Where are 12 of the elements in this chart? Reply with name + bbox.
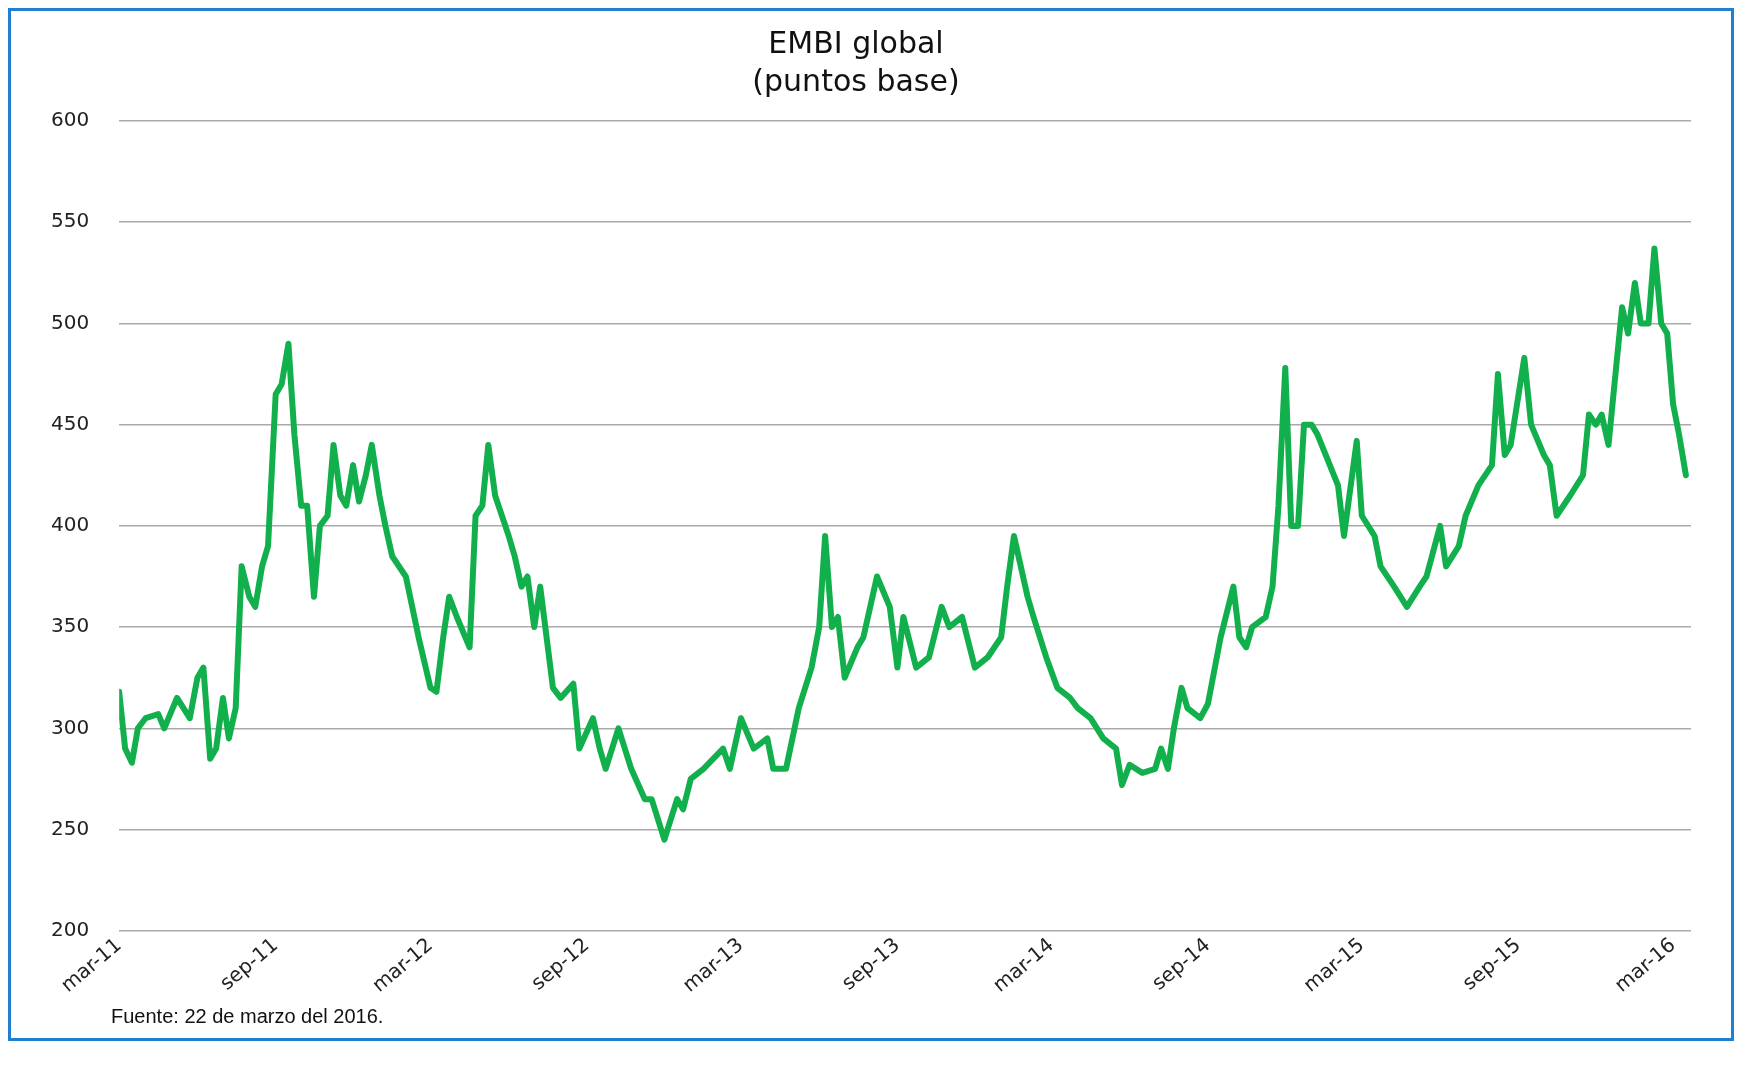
source-note: Fuente: 22 de marzo del 2016. bbox=[110, 1004, 385, 1029]
y-tick-label: 500 bbox=[50, 309, 90, 334]
y-tick-label: 200 bbox=[50, 916, 90, 941]
y-tick-label: 600 bbox=[50, 107, 90, 132]
y-tick-label: 550 bbox=[50, 208, 90, 233]
chart-subtitle: (puntos base) bbox=[752, 62, 960, 98]
chart-title: EMBI global bbox=[768, 24, 944, 60]
y-tick-label: 400 bbox=[50, 512, 90, 537]
y-tick-label: 250 bbox=[50, 815, 90, 840]
y-tick-label: 350 bbox=[50, 613, 90, 638]
y-tick-label: 450 bbox=[50, 410, 90, 435]
y-tick-label: 300 bbox=[50, 714, 90, 739]
